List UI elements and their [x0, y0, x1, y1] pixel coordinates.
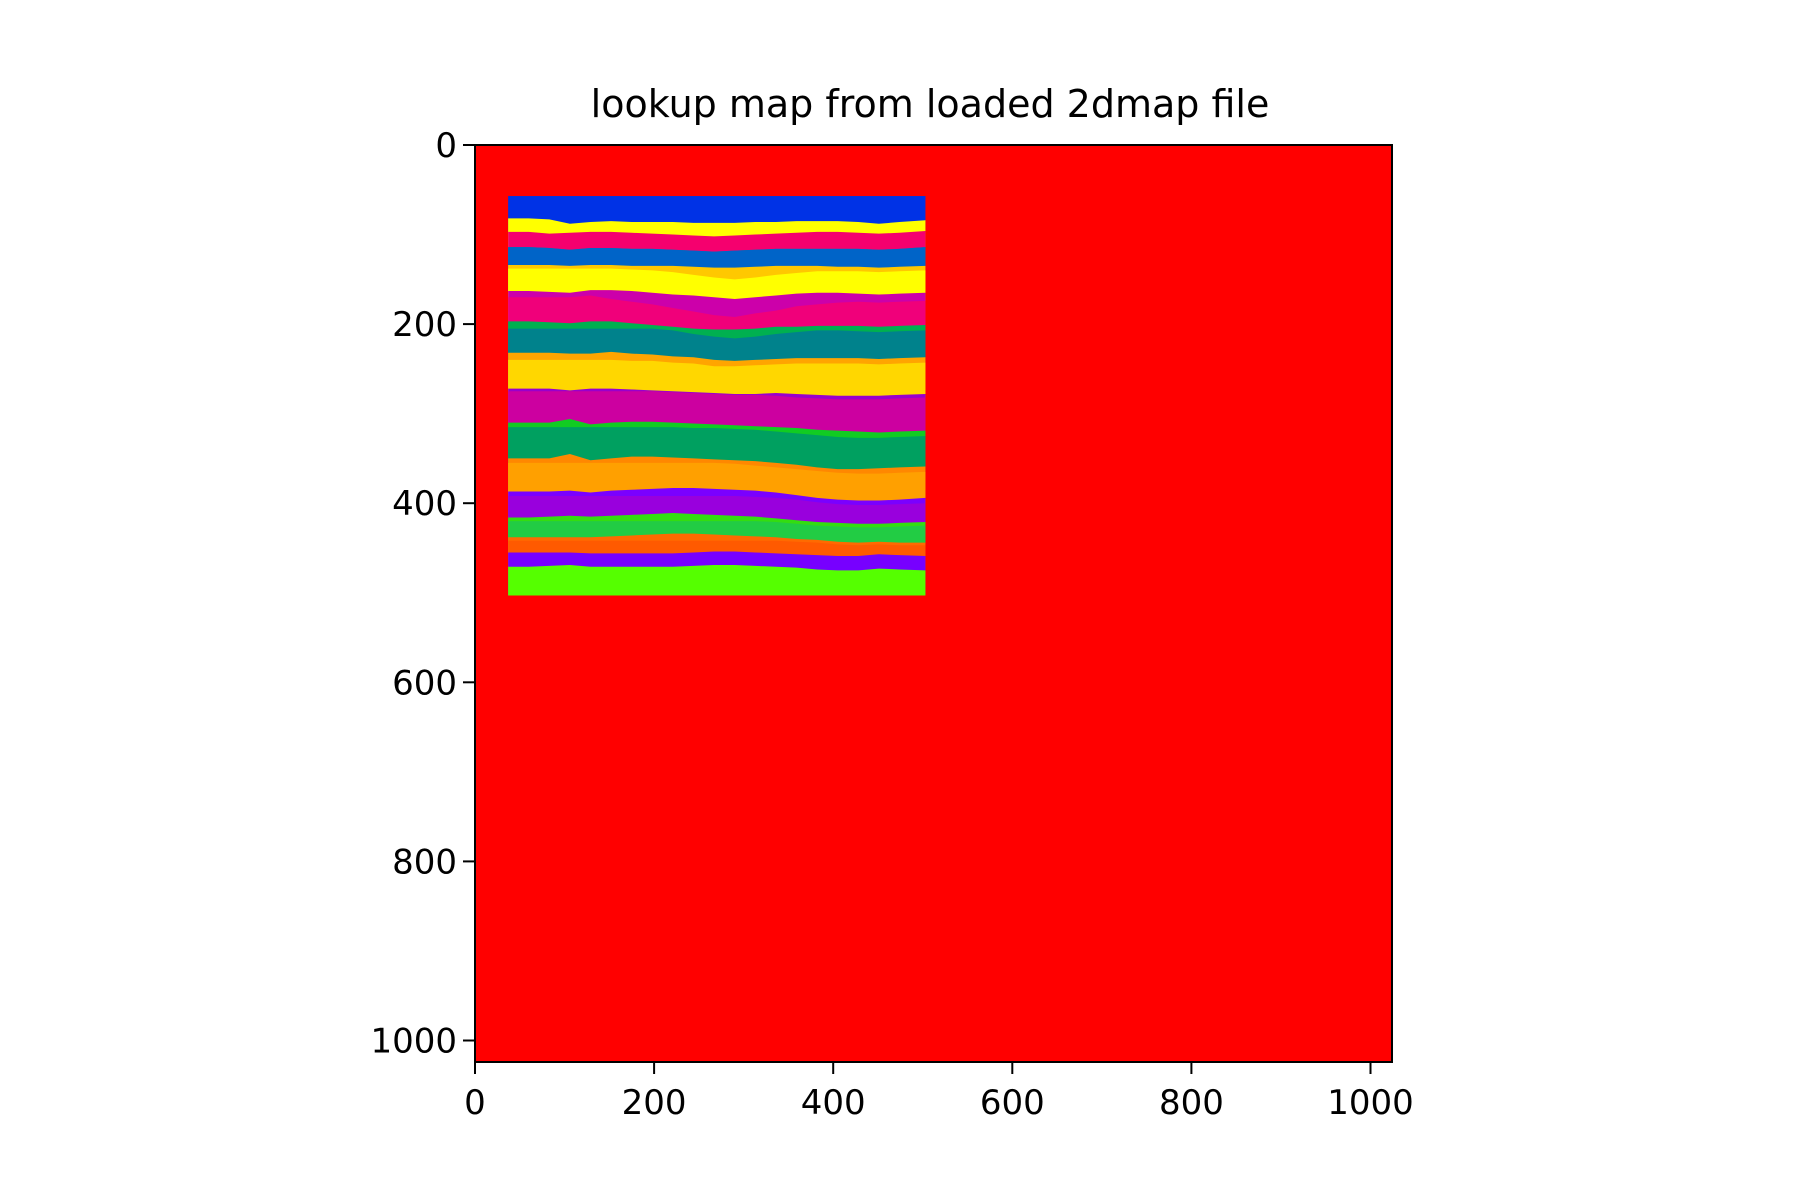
x-tick-label: 1000: [1327, 1083, 1414, 1123]
x-axis: 0 200 400 600 800 1000: [464, 1062, 1414, 1123]
y-tick-label: 600: [392, 663, 457, 703]
plot-area: [475, 145, 1392, 1062]
x-tick-label: 400: [801, 1083, 866, 1123]
heatmap-band-26: [508, 564, 926, 596]
y-tick-label: 800: [392, 842, 457, 882]
y-tick-label: 200: [392, 305, 457, 345]
y-tick-label: 0: [435, 126, 457, 166]
y-tick-label: 1000: [370, 1022, 457, 1062]
chart-title: lookup map from loaded 2dmap file: [591, 82, 1270, 126]
x-tick-label: 200: [622, 1083, 687, 1123]
x-tick-label: 800: [1159, 1083, 1224, 1123]
y-tick-label: 400: [392, 484, 457, 524]
plot-frame: [474, 144, 1393, 1063]
x-tick-label: 600: [980, 1083, 1045, 1123]
x-tick-label: 0: [464, 1083, 486, 1123]
y-axis: 0 200 400 600 800 1000: [370, 126, 475, 1062]
